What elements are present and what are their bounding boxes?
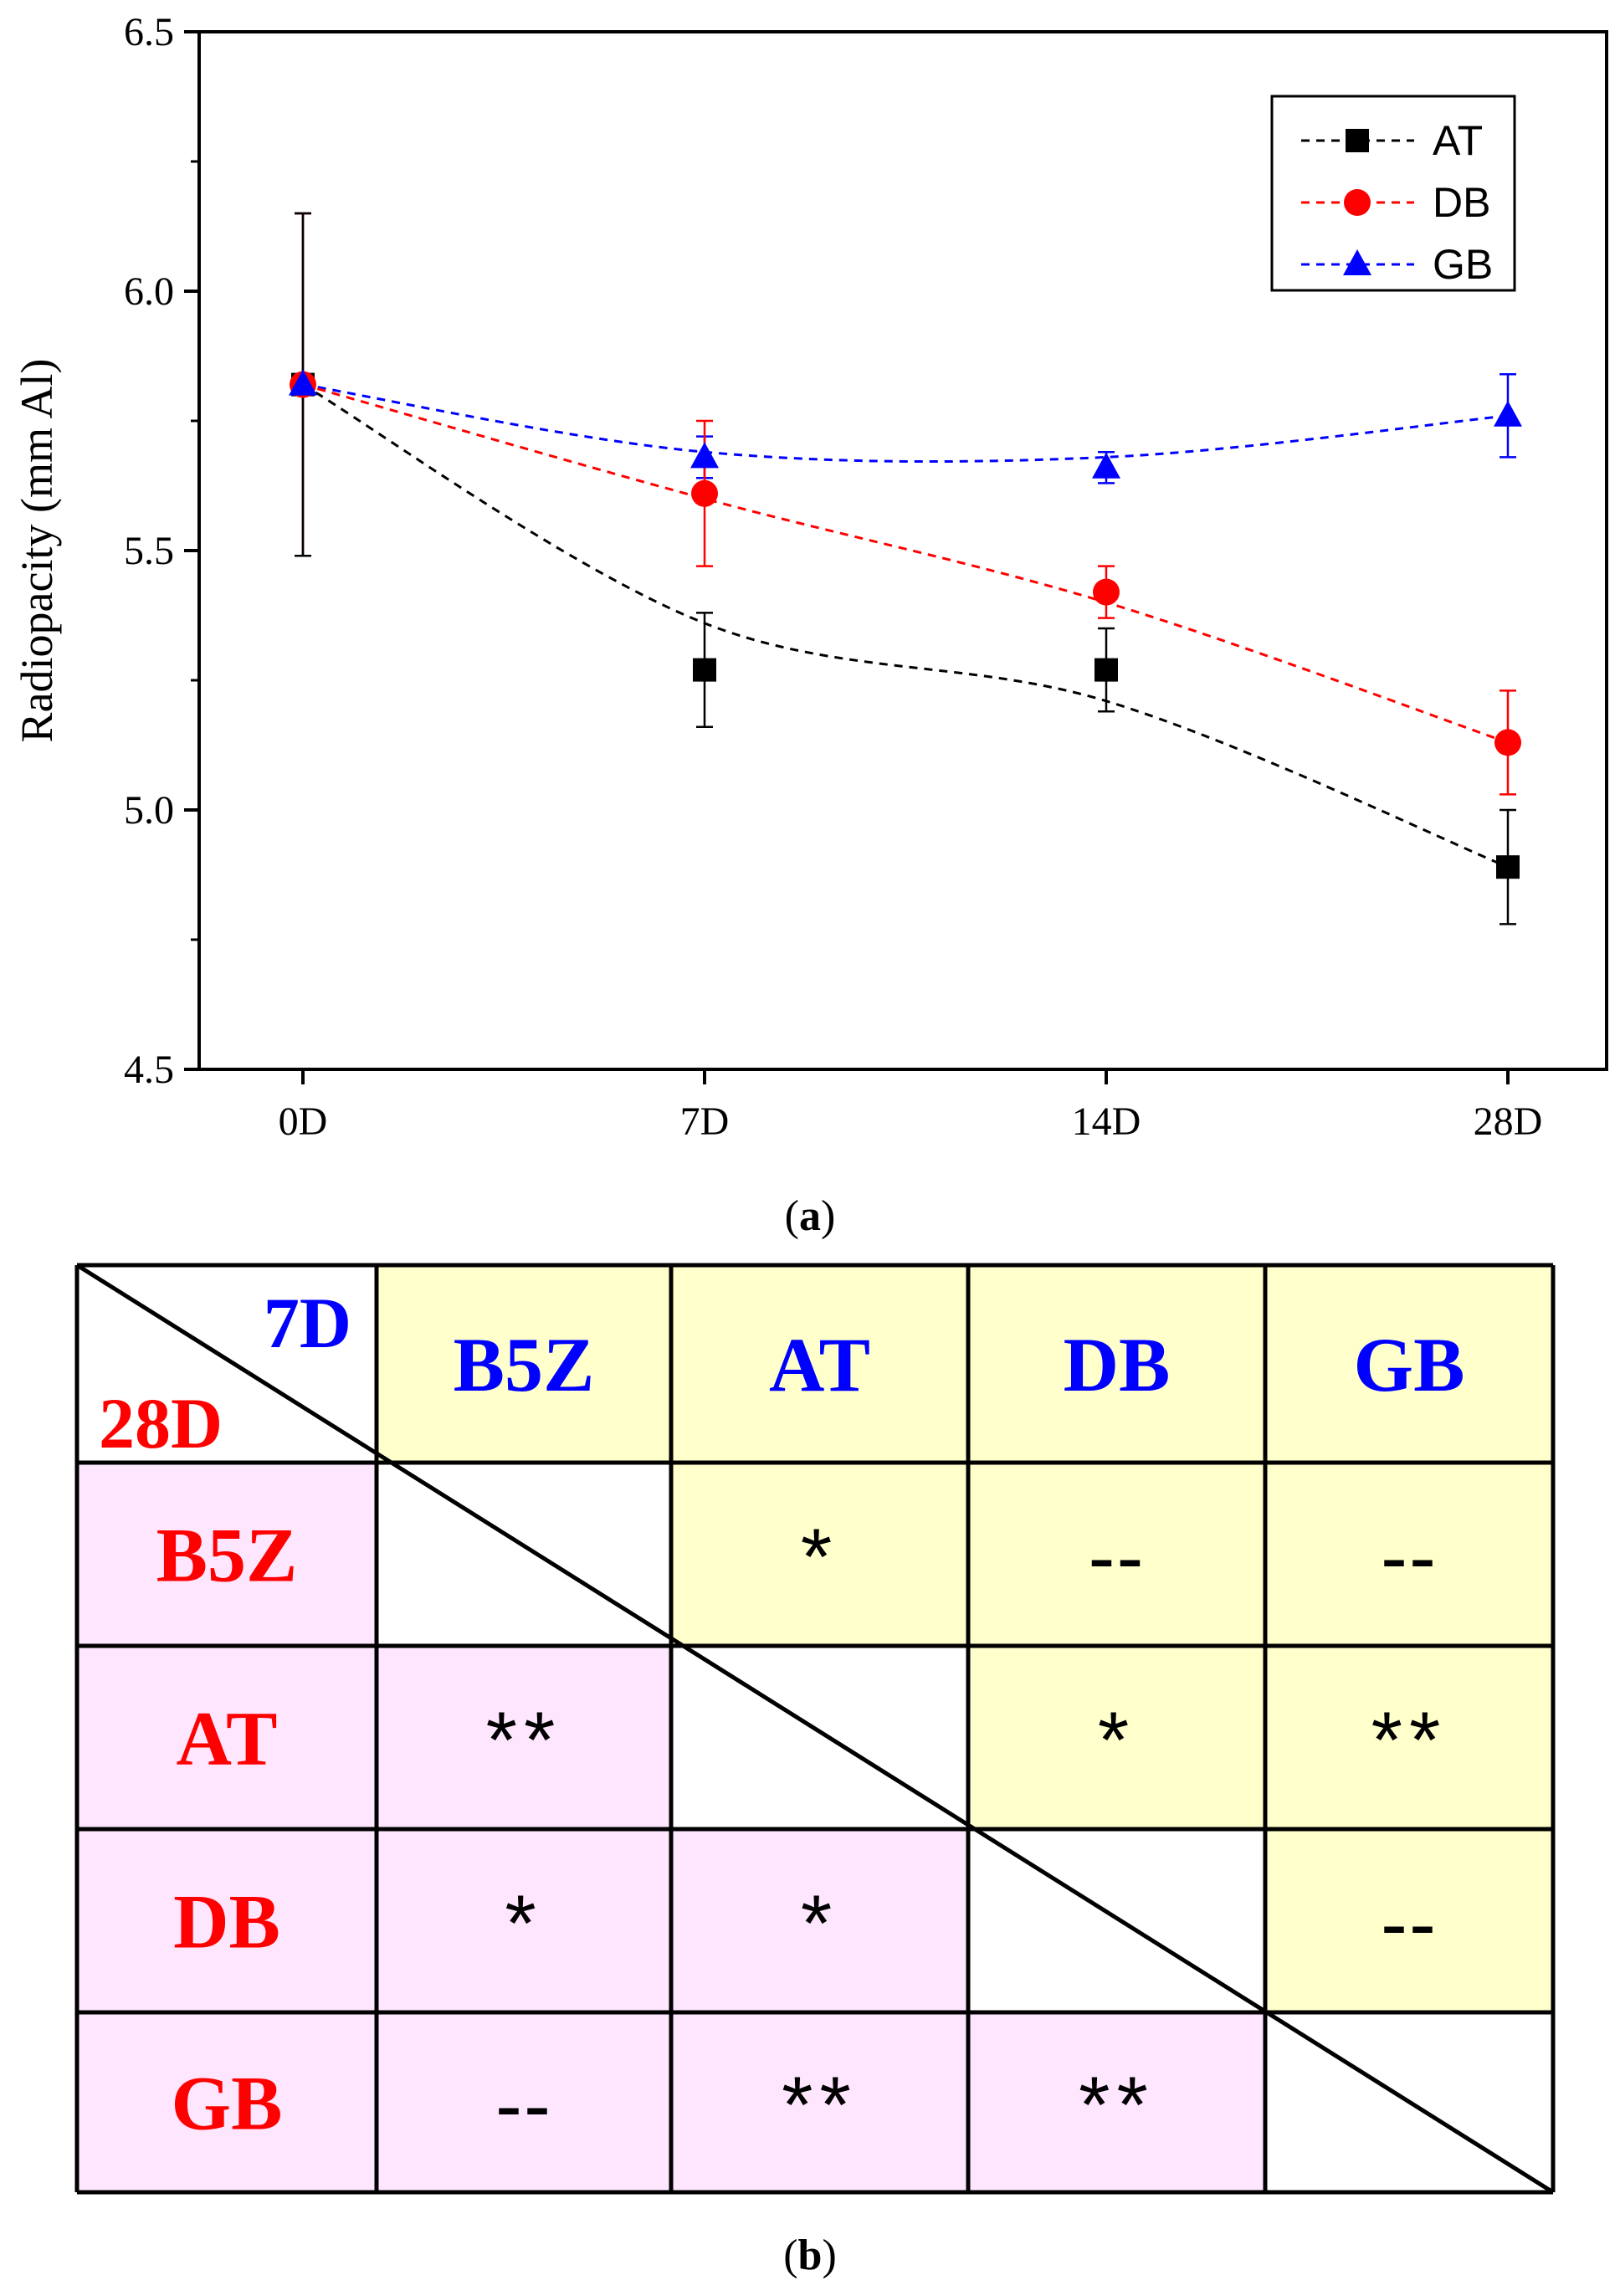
table-cell	[377, 2012, 671, 2192]
caption-b: (b)	[783, 2232, 837, 2279]
table-cell	[77, 1463, 377, 1646]
y-tick-label: 6.0	[124, 269, 174, 314]
x-axis: 0D 7D 14D 28D	[279, 1069, 1543, 1144]
table-cell	[1265, 1829, 1553, 2012]
row-header: DB	[173, 1879, 280, 1965]
table-cell	[968, 1265, 1265, 1463]
data-point-at	[693, 658, 716, 682]
legend-label: GB	[1433, 241, 1493, 288]
markers-db	[290, 371, 1521, 756]
table-cell	[671, 2012, 968, 2192]
series-at	[295, 212, 1516, 925]
data-point-at	[1095, 658, 1118, 682]
column-header: DB	[1064, 1322, 1171, 1407]
significance-mark: **	[1079, 2061, 1155, 2150]
x-tick-label: 28D	[1474, 1099, 1543, 1144]
table-cell	[377, 1265, 671, 1463]
series-db	[295, 212, 1516, 796]
y-tick-label: 5.5	[124, 529, 174, 573]
significance-mark: *	[505, 1879, 542, 1969]
y-axis-title: Radiopacity (mm Al)	[12, 359, 62, 743]
table-cell	[377, 1463, 671, 1646]
table-cell	[1265, 1265, 1553, 1463]
markers-gb	[289, 369, 1522, 479]
markers-at	[291, 372, 1520, 879]
legend-marker	[1346, 129, 1369, 152]
legend-item-at: AT	[1301, 117, 1483, 164]
data-point-gb	[289, 369, 317, 396]
legend-box	[1270, 95, 1516, 292]
table-cell	[968, 1646, 1265, 1829]
fit-line-gb	[302, 383, 1509, 464]
legend-item-gb: GB	[1301, 241, 1493, 288]
significance-mark: --	[1381, 1879, 1438, 1969]
fit-line-at	[302, 383, 1509, 869]
corner-label-top: 7D	[264, 1283, 351, 1363]
data-point-db	[1494, 729, 1521, 756]
row-header: GB	[172, 2061, 283, 2146]
y-tick-label: 6.5	[124, 10, 174, 54]
significance-mark: *	[1098, 1696, 1136, 1786]
radiopacity-chart: 4.5 5.0 5.5 6.0 6.5 0D 7D 14D 28D Radiopacity (…	[12, 10, 1608, 1144]
series-layer	[289, 212, 1522, 925]
legend-label: AT	[1433, 117, 1483, 164]
significance-mark: *	[801, 1879, 838, 1969]
legend-marker	[1343, 249, 1371, 275]
table-cell	[671, 1463, 968, 1646]
table-cell	[1265, 1646, 1553, 1829]
table-cell	[968, 1463, 1265, 1646]
column-header: B5Z	[454, 1322, 595, 1407]
significance-mark: --	[1089, 1513, 1146, 1602]
data-point-gb	[1494, 400, 1522, 427]
significance-mark: **	[1371, 1696, 1448, 1786]
data-point-db	[1093, 578, 1120, 606]
legend: AT DB GB	[1270, 95, 1516, 292]
significance-mark: --	[1381, 1513, 1438, 1602]
legend-label: DB	[1433, 179, 1490, 226]
data-point-db	[691, 479, 718, 507]
significance-mark: *	[801, 1513, 838, 1602]
y-axis: 4.5 5.0 5.5 6.0 6.5	[124, 10, 199, 1092]
row-header: B5Z	[156, 1513, 298, 1598]
column-header: AT	[769, 1322, 870, 1407]
table-cell	[377, 1646, 671, 1829]
data-point-gb	[1092, 452, 1120, 479]
corner-label-bottom: 28D	[99, 1383, 223, 1463]
table-cell	[671, 1829, 968, 2012]
x-tick-label: 7D	[680, 1099, 730, 1144]
x-tick-label: 0D	[279, 1099, 328, 1144]
caption-a: (a)	[785, 1192, 836, 1240]
y-tick-label: 5.0	[124, 788, 174, 833]
data-point-gb	[690, 442, 719, 469]
significance-mark: **	[782, 2061, 858, 2150]
table-cell	[77, 2012, 377, 2192]
table-cell	[377, 1829, 671, 2012]
significance-mark: --	[495, 2061, 552, 2150]
diagonal-line	[75, 1263, 1555, 2195]
fit-line-db	[302, 383, 1509, 744]
significance-mark: **	[486, 1696, 562, 1786]
y-tick-label: 4.5	[124, 1048, 174, 1092]
x-tick-label: 14D	[1072, 1099, 1141, 1144]
table-cell	[671, 1265, 968, 1463]
legend-item-db: DB	[1301, 179, 1490, 226]
column-header: GB	[1354, 1322, 1465, 1407]
table-cell	[968, 2012, 1265, 2192]
data-point-at	[1496, 855, 1520, 879]
table-cell	[1265, 1463, 1553, 1646]
table-cell	[77, 1646, 377, 1829]
table-cell	[671, 1646, 968, 1829]
row-header: AT	[177, 1696, 278, 1781]
legend-marker	[1344, 189, 1371, 216]
table-cell	[77, 1829, 377, 2012]
